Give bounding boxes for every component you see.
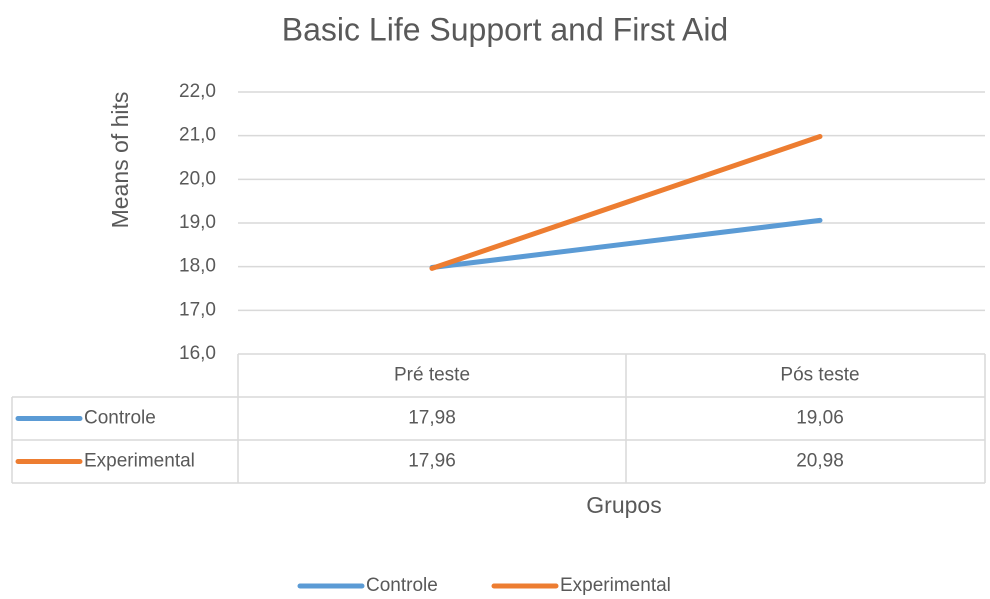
table-value: 17,96: [408, 451, 456, 472]
x-tick-label: Pós teste: [780, 365, 859, 386]
y-tick-label: 19,0: [179, 212, 216, 233]
table-value: 17,98: [408, 408, 456, 429]
y-axis-title: Means of hits: [107, 92, 133, 229]
y-tick-label: 21,0: [179, 125, 216, 146]
x-tick-label: Pré teste: [394, 365, 470, 386]
legend-label: Experimental: [560, 575, 671, 596]
table-value: 19,06: [796, 408, 844, 429]
series-line: [429, 217, 823, 271]
x-axis-title: Grupos: [586, 492, 661, 518]
y-tick-label: 22,0: [179, 81, 216, 102]
y-tick-label: 18,0: [179, 256, 216, 277]
table-series-name: Experimental: [84, 451, 195, 472]
series-line: [429, 134, 823, 271]
y-tick-label: 16,0: [179, 343, 216, 364]
table-value: 20,98: [796, 451, 844, 472]
legend-label: Controle: [366, 575, 438, 596]
chart-title: Basic Life Support and First Aid: [282, 11, 728, 47]
y-tick-label: 17,0: [179, 299, 216, 320]
y-tick-label: 20,0: [179, 168, 216, 189]
table-series-name: Controle: [84, 408, 156, 429]
